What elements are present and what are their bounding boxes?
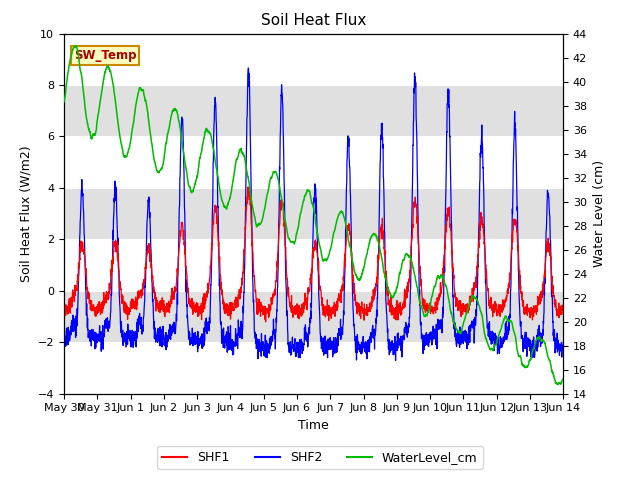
- Bar: [64, 85, 563, 136]
- X-axis label: Time: Time: [298, 419, 329, 432]
- Bar: [64, 34, 563, 85]
- Text: SW_Temp: SW_Temp: [74, 49, 136, 62]
- Y-axis label: Water Level (cm): Water Level (cm): [593, 160, 605, 267]
- Title: Soil Heat Flux: Soil Heat Flux: [261, 13, 366, 28]
- Legend: SHF1, SHF2, WaterLevel_cm: SHF1, SHF2, WaterLevel_cm: [157, 446, 483, 469]
- Bar: [64, 342, 563, 394]
- Bar: [64, 136, 563, 188]
- Bar: [64, 291, 563, 342]
- Y-axis label: Soil Heat Flux (W/m2): Soil Heat Flux (W/m2): [19, 145, 32, 282]
- Bar: [64, 240, 563, 291]
- Bar: [64, 188, 563, 240]
